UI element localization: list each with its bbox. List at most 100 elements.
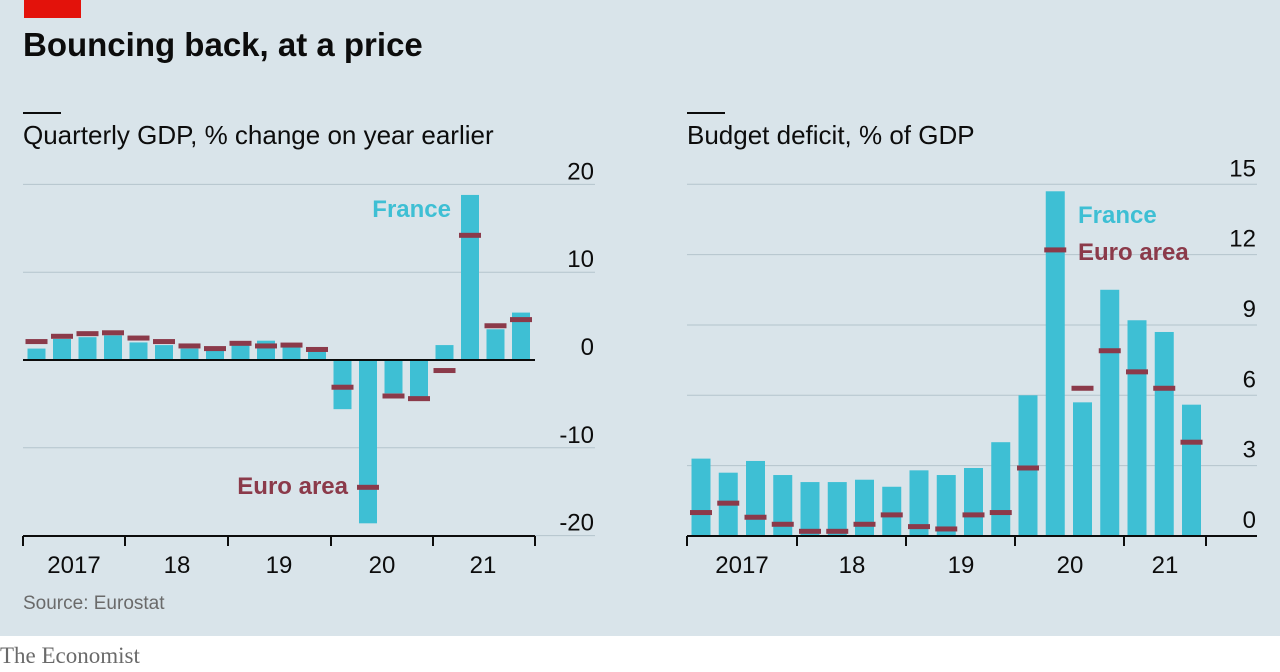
france-bar <box>691 458 711 536</box>
euro-area-series-label: Euro area <box>237 473 348 500</box>
france-bar <box>206 350 224 360</box>
france-bar <box>308 351 326 360</box>
euro-area-marker <box>989 510 1012 516</box>
france-bar <box>410 360 428 398</box>
euro-area-marker <box>771 521 794 527</box>
france-bar <box>27 348 46 360</box>
france-bar <box>155 345 173 360</box>
brand-logo: The Economist <box>0 643 140 668</box>
france-bar <box>991 442 1011 536</box>
france-bar <box>104 335 122 360</box>
euro-area-marker <box>1153 385 1176 391</box>
euro-area-marker <box>799 528 821 534</box>
france-bar <box>1127 320 1147 536</box>
x-tick-label: 2017 <box>715 552 768 579</box>
france-bar <box>909 470 929 536</box>
france-bar <box>512 312 530 360</box>
y-tick-label: 6 <box>1243 366 1256 393</box>
x-tick-label: 20 <box>369 552 396 579</box>
deficit-chart: 15 12 9 6 3 0 2017 18 19 20 21 France Euro area <box>686 155 1257 579</box>
euro-area-marker <box>408 396 430 402</box>
france-bar <box>282 346 301 360</box>
euro-area-marker <box>690 510 712 516</box>
gdp-chart-title: Quarterly GDP, % change on year earlier <box>23 120 494 150</box>
euro-area-marker <box>127 335 150 341</box>
page-title: Bouncing back, at a price <box>23 26 423 63</box>
euro-area-marker <box>826 528 849 534</box>
euro-area-marker <box>25 339 48 345</box>
y-tick-label: 3 <box>1243 437 1256 464</box>
france-bar <box>1154 331 1174 536</box>
france-bar <box>1182 404 1201 536</box>
y-tick-label: 0 <box>581 334 594 361</box>
y-tick-label: 15 <box>1229 155 1256 182</box>
source-note: Source: Eurostat <box>23 593 165 614</box>
france-bar <box>78 337 97 360</box>
euro-area-marker <box>935 526 958 532</box>
euro-area-marker <box>853 521 876 527</box>
euro-area-marker <box>1044 247 1067 253</box>
brand-red-tag <box>24 0 81 18</box>
euro-area-marker <box>280 342 303 348</box>
france-bar <box>231 341 250 360</box>
y-tick-label: 20 <box>567 158 594 185</box>
euro-area-marker <box>744 514 767 520</box>
euro-area-marker <box>510 317 532 323</box>
x-tick-label: 18 <box>164 552 191 579</box>
euro-area-marker <box>459 232 481 238</box>
y-tick-label: -20 <box>559 510 594 537</box>
chart-panel <box>0 0 1280 636</box>
euro-area-marker <box>1126 369 1148 375</box>
euro-area-marker <box>178 343 201 349</box>
x-tick-label: 19 <box>948 552 975 579</box>
france-bar <box>936 475 956 536</box>
france-bar <box>882 486 902 536</box>
france-series-label: France <box>1078 202 1157 229</box>
euro-area-marker <box>331 384 354 390</box>
y-tick-label: -10 <box>559 422 594 449</box>
euro-area-marker <box>255 343 277 349</box>
x-tick-label: 19 <box>266 552 293 579</box>
france-bar <box>435 345 454 360</box>
x-tick-label: 21 <box>470 552 497 579</box>
euro-area-marker <box>1017 465 1039 471</box>
euro-area-marker <box>51 333 73 339</box>
euro-area-marker <box>204 346 226 352</box>
euro-area-marker <box>76 331 99 337</box>
france-bar <box>827 482 847 536</box>
euro-area-marker <box>1071 385 1094 391</box>
euro-area-marker <box>1098 348 1121 354</box>
france-bar <box>486 329 505 360</box>
x-tick-label: 21 <box>1152 552 1179 579</box>
x-tick-label: 18 <box>839 552 866 579</box>
france-bar <box>384 360 403 394</box>
y-tick-label: 9 <box>1243 296 1256 323</box>
france-bar <box>333 360 352 410</box>
euro-area-marker <box>962 512 985 518</box>
france-bar <box>129 342 148 360</box>
euro-area-marker <box>229 340 252 346</box>
france-bar <box>1100 289 1120 536</box>
france-bar <box>773 475 793 536</box>
euro-area-marker <box>382 393 405 399</box>
france-series-label: France <box>372 196 451 223</box>
france-bar <box>1045 191 1065 536</box>
france-bar <box>359 360 377 524</box>
y-tick-label: 10 <box>567 246 594 273</box>
france-bar <box>53 338 71 360</box>
euro-area-marker <box>880 512 903 518</box>
y-tick-label: 12 <box>1229 226 1256 253</box>
euro-area-marker <box>1180 439 1203 445</box>
deficit-chart-title: Budget deficit, % of GDP <box>687 120 975 150</box>
gdp-chart: 20 10 0 -10 -20 2017 18 19 20 21 France Euro area <box>22 158 595 579</box>
euro-area-marker <box>306 346 328 352</box>
france-bar <box>746 460 765 536</box>
france-bar <box>180 348 199 360</box>
france-bar <box>1073 402 1092 536</box>
deficit-title-rule <box>687 112 725 114</box>
france-bar <box>800 482 820 536</box>
euro-area-marker <box>908 524 930 530</box>
euro-area-marker <box>433 368 456 374</box>
euro-area-marker <box>717 500 740 506</box>
euro-area-series-label: Euro area <box>1078 239 1189 266</box>
